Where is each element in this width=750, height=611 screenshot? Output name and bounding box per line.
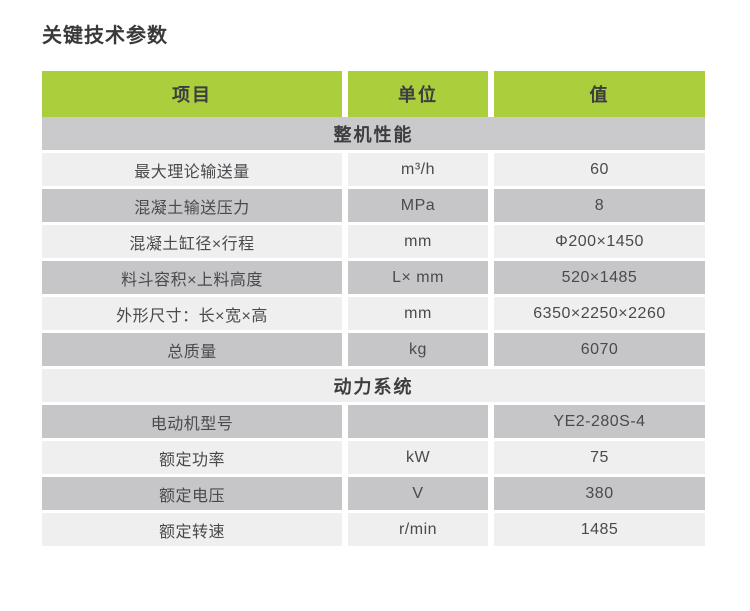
value-cell: 8 xyxy=(494,189,705,222)
unit-cell: L× mm xyxy=(348,261,488,294)
unit-cell: MPa xyxy=(348,189,488,222)
unit-cell: kg xyxy=(348,333,488,366)
item-cell: 混凝土输送压力 xyxy=(42,189,342,222)
unit-cell: r/min xyxy=(348,513,488,546)
section-header-row: 整机性能 xyxy=(42,117,705,150)
item-cell: 额定功率 xyxy=(42,441,342,474)
unit-cell: mm xyxy=(348,225,488,258)
table-row: 料斗容积×上料高度 L× mm 520×1485 xyxy=(42,261,705,294)
value-cell: Φ200×1450 xyxy=(494,225,705,258)
table-row: 混凝土输送压力 MPa 8 xyxy=(42,189,705,222)
table-header-row: 项目 单位 值 xyxy=(42,71,705,117)
value-cell: 520×1485 xyxy=(494,261,705,294)
item-cell: 额定电压 xyxy=(42,477,342,510)
unit-cell: m³/h xyxy=(348,153,488,186)
value-cell: 1485 xyxy=(494,513,705,546)
unit-cell: V xyxy=(348,477,488,510)
spec-table: 项目 单位 值 整机性能 最大理论输送量 m³/h 60 混凝土输送压力 MPa… xyxy=(42,71,705,546)
table-row: 额定电压 V 380 xyxy=(42,477,705,510)
table-row: 外形尺寸：长×宽×高 mm 6350×2250×2260 xyxy=(42,297,705,330)
item-cell: 料斗容积×上料高度 xyxy=(42,261,342,294)
table-row: 总质量 kg 6070 xyxy=(42,333,705,366)
page-title: 关键技术参数 xyxy=(42,25,168,47)
header-unit: 单位 xyxy=(348,71,488,117)
table-row: 混凝土缸径×行程 mm Φ200×1450 xyxy=(42,225,705,258)
section-header-row: 动力系统 xyxy=(42,369,705,402)
item-cell: 外形尺寸：长×宽×高 xyxy=(42,297,342,330)
value-cell: 75 xyxy=(494,441,705,474)
value-cell: 6350×2250×2260 xyxy=(494,297,705,330)
item-cell: 电动机型号 xyxy=(42,405,342,438)
item-cell: 总质量 xyxy=(42,333,342,366)
table-row: 额定转速 r/min 1485 xyxy=(42,513,705,546)
section-label: 动力系统 xyxy=(42,369,705,402)
unit-cell: mm xyxy=(348,297,488,330)
value-cell: 60 xyxy=(494,153,705,186)
header-value: 值 xyxy=(494,71,705,117)
unit-cell: kW xyxy=(348,441,488,474)
value-cell: YE2-280S-4 xyxy=(494,405,705,438)
unit-cell xyxy=(348,405,488,438)
table-row: 电动机型号 YE2-280S-4 xyxy=(42,405,705,438)
table-row: 额定功率 kW 75 xyxy=(42,441,705,474)
table-row: 最大理论输送量 m³/h 60 xyxy=(42,153,705,186)
section-label: 整机性能 xyxy=(42,117,705,150)
header-item: 项目 xyxy=(42,71,342,117)
value-cell: 6070 xyxy=(494,333,705,366)
item-cell: 最大理论输送量 xyxy=(42,153,342,186)
item-cell: 额定转速 xyxy=(42,513,342,546)
item-cell: 混凝土缸径×行程 xyxy=(42,225,342,258)
value-cell: 380 xyxy=(494,477,705,510)
